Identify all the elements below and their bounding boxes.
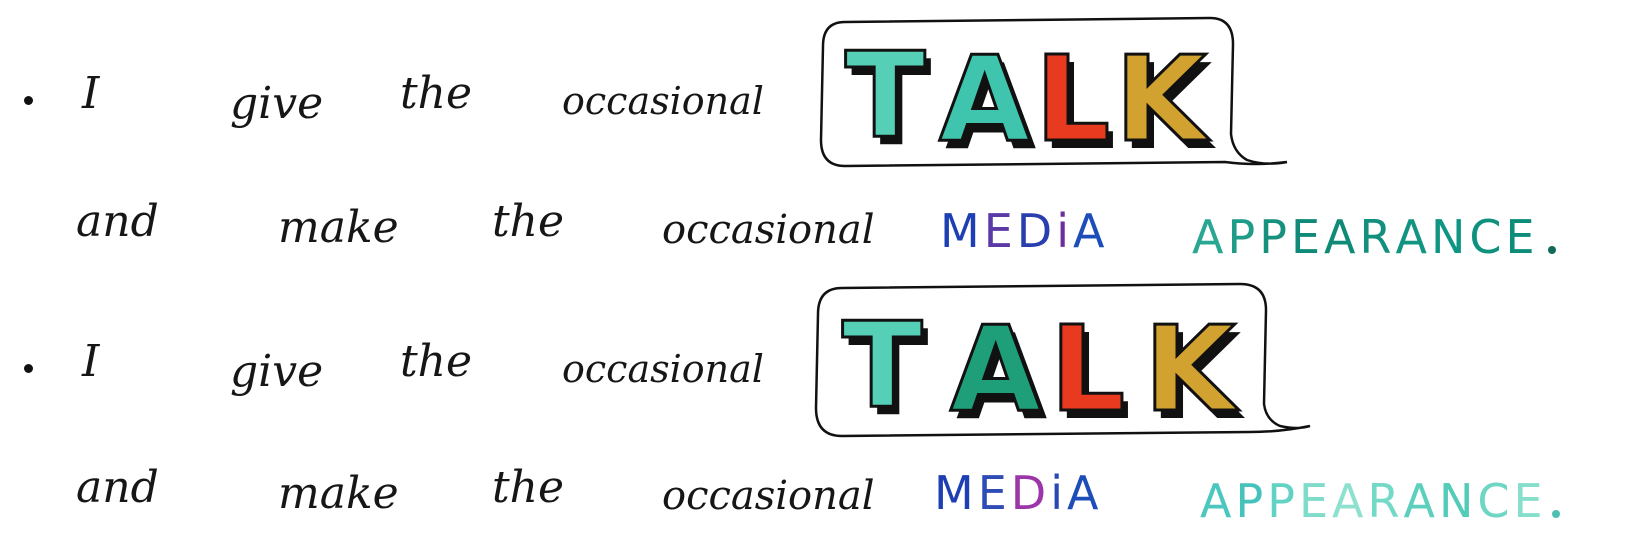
media-letter: M bbox=[934, 466, 978, 520]
talk-letter-shadow: A bbox=[945, 38, 1036, 176]
talk-letter-shadow: T bbox=[848, 304, 929, 442]
media-letter: i bbox=[1050, 466, 1067, 520]
talk-letter-a: A bbox=[950, 300, 1041, 438]
media-letter: M bbox=[940, 204, 984, 258]
appearance-letter: N bbox=[1430, 210, 1470, 264]
media-letter: D bbox=[1016, 204, 1057, 258]
sentence-period bbox=[1552, 510, 1560, 518]
word: the bbox=[492, 462, 565, 513]
media-letter: i bbox=[1056, 204, 1073, 258]
talk-letter-k: K bbox=[1115, 30, 1211, 168]
media-letter: D bbox=[1010, 466, 1051, 520]
media-word: MEDiA bbox=[934, 470, 1102, 516]
word: give bbox=[230, 346, 324, 397]
word: make bbox=[278, 202, 399, 253]
appearance-letter: P bbox=[1235, 474, 1268, 528]
appearance-letter: R bbox=[1367, 474, 1404, 528]
appearance-letter: A bbox=[1192, 210, 1228, 264]
appearance-letter: N bbox=[1438, 474, 1478, 528]
appearance-letter: C bbox=[1469, 210, 1506, 264]
media-letter: E bbox=[983, 204, 1017, 258]
talk-letter-shadow: K bbox=[1121, 38, 1217, 176]
media-letter: A bbox=[1066, 466, 1103, 520]
appearance-letter: C bbox=[1477, 474, 1514, 528]
appearance-letter: E bbox=[1298, 474, 1333, 528]
media-letter: A bbox=[1072, 204, 1109, 258]
talk-letter-shadow: K bbox=[1150, 308, 1246, 446]
talk-letter-shadow: L bbox=[1041, 38, 1116, 176]
appearance-letter: E bbox=[1505, 210, 1539, 264]
word: occasional bbox=[562, 79, 764, 123]
appearance-letter: R bbox=[1359, 210, 1396, 264]
word: make bbox=[278, 468, 399, 519]
bullet-dot-icon bbox=[24, 96, 33, 105]
talk-letter-t: T bbox=[842, 296, 923, 434]
appearance-word: APPEARANCE bbox=[1200, 478, 1547, 524]
talk-letter-shadow: T bbox=[851, 34, 932, 172]
appearance-letter: P bbox=[1259, 210, 1291, 264]
sentence-period bbox=[1548, 246, 1556, 254]
talk-letter-a: A bbox=[939, 30, 1030, 168]
appearance-letter: P bbox=[1267, 474, 1299, 528]
word: give bbox=[230, 78, 324, 129]
bullet-dot-icon bbox=[24, 364, 33, 373]
appearance-letter: E bbox=[1290, 210, 1325, 264]
word: the bbox=[400, 336, 473, 387]
media-word: MEDiA bbox=[940, 208, 1108, 254]
word: and bbox=[76, 196, 159, 247]
appearance-letter: E bbox=[1513, 474, 1547, 528]
word: I bbox=[82, 68, 100, 119]
talk-letter-l: L bbox=[1035, 30, 1110, 168]
speech-bubble-icon: T T A A L L K K bbox=[814, 282, 1311, 447]
talk-letter-l: L bbox=[1050, 300, 1125, 438]
talk-letters: T T A A L L K K bbox=[841, 295, 1247, 447]
talk-letter-t: T bbox=[845, 26, 926, 164]
appearance-word: APPEARANCE bbox=[1192, 214, 1539, 260]
appearance-letter: A bbox=[1332, 474, 1368, 528]
appearance-letter: P bbox=[1227, 210, 1260, 264]
appearance-letter: A bbox=[1200, 474, 1236, 528]
talk-letters: T T A A L L K K bbox=[844, 25, 1218, 177]
word: the bbox=[400, 68, 473, 119]
talk-speech-bubble: T T A A L L K K bbox=[810, 280, 1311, 447]
word: occasional bbox=[662, 473, 875, 519]
talk-letter-shadow: L bbox=[1056, 308, 1131, 446]
talk-speech-bubble: T T A A L L K K bbox=[815, 14, 1295, 177]
appearance-letter: A bbox=[1403, 474, 1439, 528]
word: the bbox=[492, 196, 565, 247]
appearance-letter: A bbox=[1395, 210, 1431, 264]
talk-letter-shadow: A bbox=[956, 308, 1047, 446]
word: occasional bbox=[562, 347, 764, 391]
word: I bbox=[82, 336, 100, 387]
word: occasional bbox=[662, 207, 875, 253]
word: and bbox=[76, 462, 159, 513]
speech-bubble-icon: T T A A L L K K bbox=[819, 16, 1288, 177]
appearance-letter: A bbox=[1324, 210, 1360, 264]
media-letter: E bbox=[977, 466, 1011, 520]
talk-letter-k: K bbox=[1144, 300, 1240, 438]
